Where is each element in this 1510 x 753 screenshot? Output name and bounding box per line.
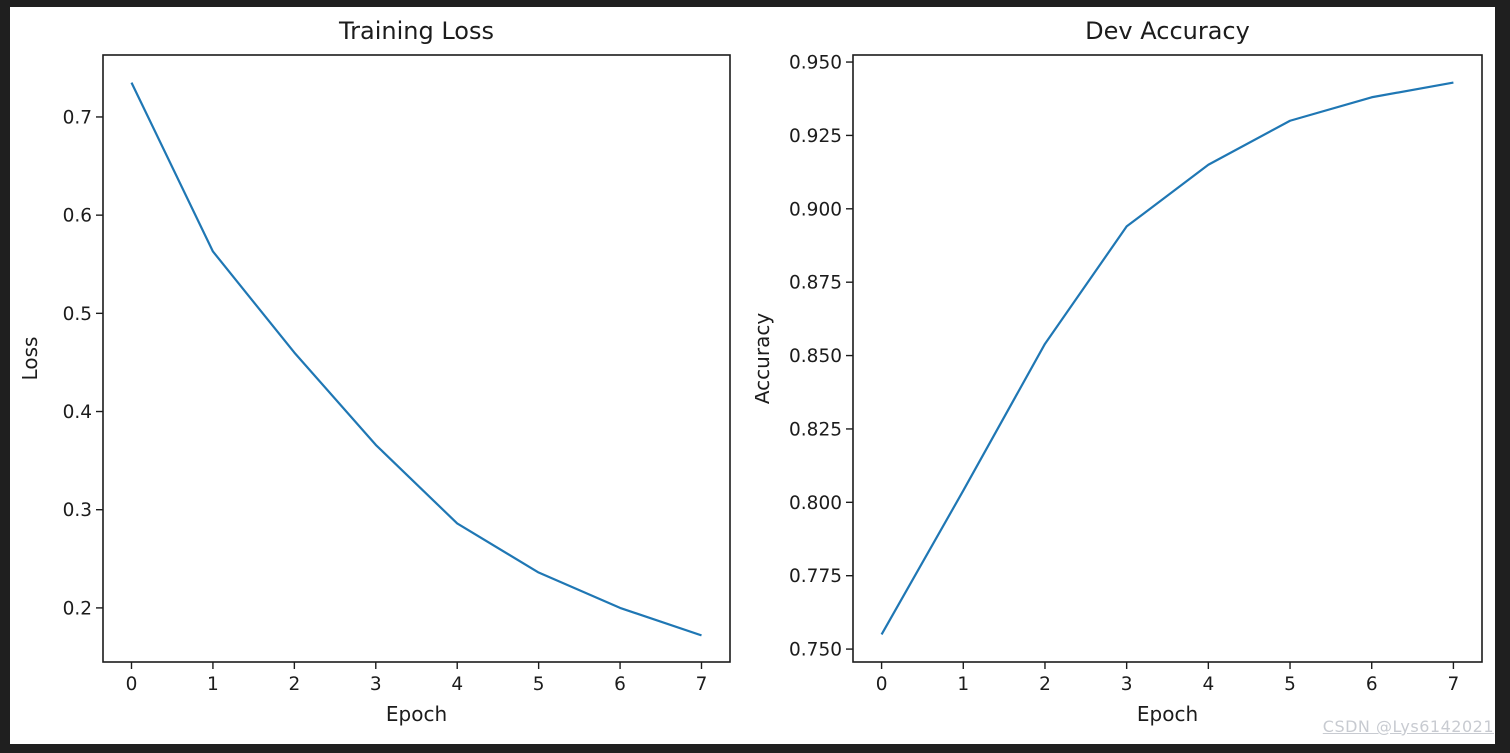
- x-tick-label: 6: [614, 674, 626, 695]
- x-tick-label: 1: [207, 674, 219, 695]
- x-axis-label: Epoch: [386, 702, 447, 726]
- x-tick-label: 4: [1202, 674, 1214, 695]
- y-tick-label: 0.4: [63, 402, 92, 423]
- y-tick-label: 0.7: [63, 107, 92, 128]
- x-tick-label: 5: [533, 674, 545, 695]
- dev-accuracy-chart: 0 1 2 3 4 5 6 7 0.750 0.775 0.800 0.825 0.850 0.875 0.…: [755, 17, 1483, 726]
- y-tick-label: 0.800: [789, 493, 842, 514]
- y-axis-label: Accuracy: [755, 313, 774, 404]
- x-tick-label: 7: [696, 674, 708, 695]
- x-axis-label: Epoch: [1137, 702, 1198, 726]
- training-loss-chart: 0 1 2 3 4 5 6 7 0.2 0.3 0.4 0.5 0.6 0.7 Training Loss E…: [18, 17, 731, 726]
- chart-title: Dev Accuracy: [1085, 17, 1250, 45]
- x-tick-label: 6: [1366, 674, 1378, 695]
- x-tick-label: 2: [1039, 674, 1051, 695]
- x-tick-label: 0: [126, 674, 138, 695]
- watermark-text: CSDN @Lys6142021: [1322, 717, 1494, 736]
- y-tick-label: 0.925: [789, 126, 842, 147]
- training-loss-line: [130, 82, 702, 637]
- x-tick-label: 2: [288, 674, 300, 695]
- y-tick-label: 0.775: [789, 566, 842, 587]
- x-tick-label: 5: [1284, 674, 1296, 695]
- x-tick-label: 7: [1448, 674, 1460, 695]
- y-tick-label: 0.750: [789, 640, 842, 661]
- chart-title: Training Loss: [338, 17, 494, 45]
- y-tick-label: 0.900: [789, 199, 842, 220]
- y-axis-label: Loss: [18, 337, 42, 381]
- x-tick-label: 1: [957, 674, 969, 695]
- y-tick-label: 0.3: [63, 500, 92, 521]
- y-tick-label: 0.5: [63, 304, 92, 325]
- plot-frame: [102, 54, 731, 663]
- y-tick-label: 0.6: [63, 206, 92, 227]
- y-tick-label: 0.875: [789, 273, 842, 294]
- y-tick-label: 0.2: [63, 598, 92, 619]
- x-tick-label: 4: [451, 674, 463, 695]
- plot-frame: [852, 54, 1483, 663]
- x-tick-label: 3: [1121, 674, 1133, 695]
- y-tick-label: 0.950: [789, 53, 842, 74]
- dev-accuracy-line: [880, 81, 1454, 635]
- y-tick-label: 0.850: [789, 346, 842, 367]
- x-tick-label: 3: [370, 674, 382, 695]
- plot-canvas: 0 1 2 3 4 5 6 7 0.2 0.3 0.4 0.5 0.6 0.7 Training Loss E…: [10, 7, 1495, 744]
- x-tick-label: 0: [876, 674, 888, 695]
- y-tick-label: 0.825: [789, 419, 842, 440]
